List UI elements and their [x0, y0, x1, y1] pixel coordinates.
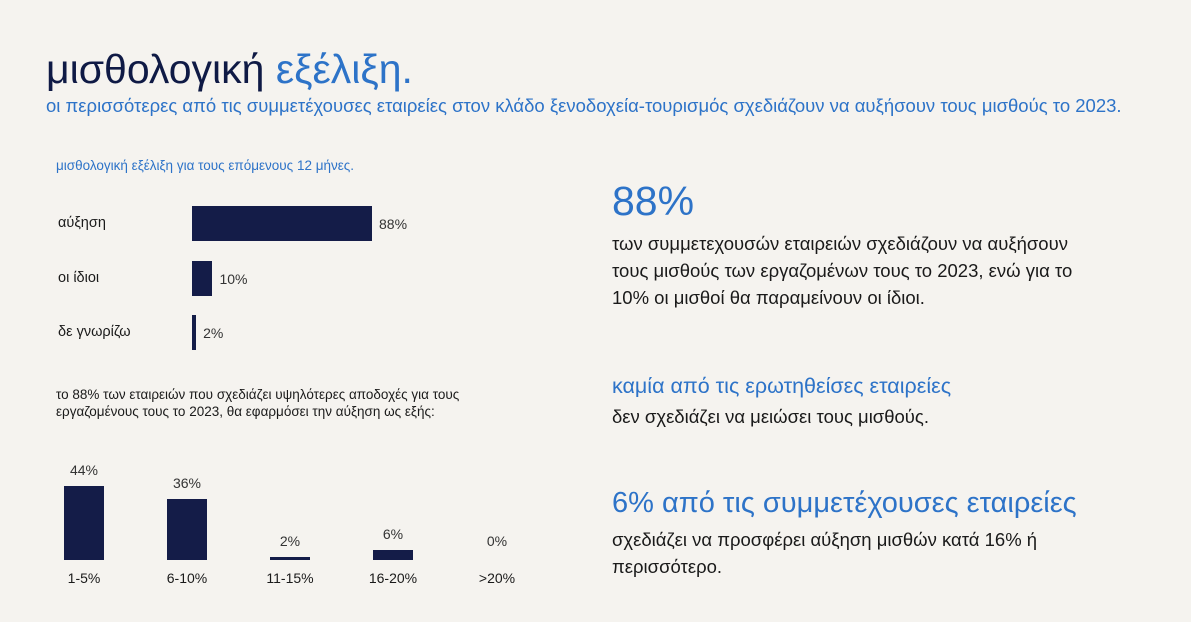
vbar-value-label: 36% [172, 475, 202, 492]
page-subtitle: οι περισσότερες από τις συμμετέχουσες ετ… [46, 95, 1122, 116]
vbar-bar [270, 556, 310, 560]
stat-big-text: των συμμετεχουσών εταιρειών σχεδιάζουν ν… [612, 233, 1073, 308]
stat-heading-3: 6% από τις συμμετέχουσες εταιρείες [612, 487, 1077, 519]
page-title: μισθολογική εξέλιξη. [46, 42, 413, 96]
hbar-bar [192, 315, 197, 350]
vbar-category-label: 6-10% [166, 570, 208, 586]
hbar-bar [192, 206, 372, 241]
vbar-category-label: >20% [478, 570, 516, 586]
vbar-category-label: 1-5% [67, 570, 101, 586]
vbar-chart-title: το 88% των εταιρειών που σχεδιάζει υψηλό… [56, 387, 460, 419]
stat-text-3: σχεδιάζει να προσφέρει αύξηση μισθών κατ… [612, 529, 1038, 577]
hbar-category-label: δε γνωρίζω [58, 324, 131, 340]
hbar-category-label: αύξηση [58, 215, 106, 231]
hbar-value-label: 2% [203, 325, 224, 341]
hbar-chart-title: μισθολογική εξέλιξη για τους επόμενους 1… [56, 158, 355, 173]
vbar-bar [167, 499, 207, 560]
hbar-bar [192, 261, 213, 296]
hbar-row: αύξηση 88% [0, 205, 560, 243]
stat-text-2: δεν σχεδιάζει να μειώσει τους μισθούς. [612, 406, 929, 427]
hbar-row: οι ίδιοι 10% [0, 260, 560, 298]
vbar-value-label: 2% [279, 532, 301, 549]
vbar-value-label: 6% [382, 525, 404, 542]
vbar-category-label: 11-15% [266, 570, 314, 586]
hbar-category-label: οι ίδιοι [58, 270, 100, 286]
vbar-category-label: 16-20% [368, 570, 418, 586]
vbar-bar [373, 549, 413, 560]
hbar-value-label: 88% [379, 216, 408, 232]
title-accent: εξέλιξη. [275, 46, 413, 92]
vbar-bar [64, 486, 104, 560]
vbar-value-label: 0% [486, 533, 508, 549]
title-main: μισθολογική [46, 46, 265, 92]
hbar-value-label: 10% [219, 271, 248, 287]
stat-heading-2: καμία από τις ερωτηθείσες εταιρείες [612, 374, 952, 398]
stat-big-value: 88% [612, 178, 695, 224]
hbar-row: δε γνωρίζω 2% [0, 314, 560, 352]
vbar-value-label: 44% [69, 462, 99, 478]
